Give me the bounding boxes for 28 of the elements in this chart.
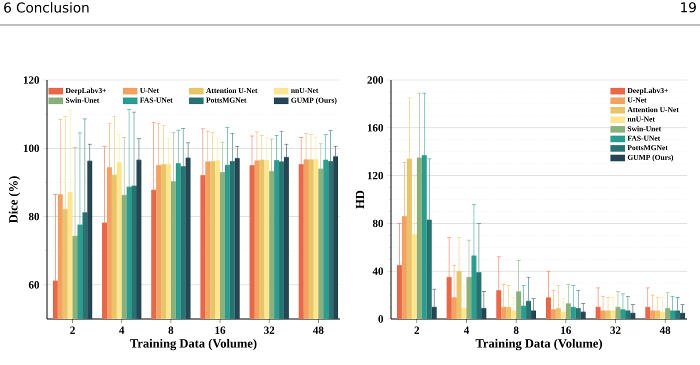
x-tick-label: 16: [215, 326, 226, 334]
x-tick-label: 48: [660, 326, 670, 334]
x-tick-label: 48: [313, 326, 324, 334]
y-axis-title: Dice (%): [8, 176, 20, 224]
x-tick-label: 16: [561, 326, 571, 334]
x-tick-label: 4: [464, 326, 470, 334]
y-axis-title: HD: [356, 190, 364, 209]
x-tick-label: 8: [514, 326, 519, 334]
text: 6 Conclusion: [4, 2, 89, 13]
y-tick-label: 40: [372, 267, 384, 275]
x-tick-label: 8: [168, 326, 174, 334]
x-tick-label: 32: [610, 326, 621, 334]
x-axis-title: Training Data (Volume): [130, 338, 256, 350]
y-tick-label: 100: [24, 144, 40, 152]
text: 19: [681, 2, 696, 12]
x-tick-label: 2: [70, 326, 75, 334]
x-axis-title: Training Data (Volume): [476, 338, 602, 350]
y-tick-label: 60: [28, 281, 40, 289]
y-tick-label: 120: [24, 76, 40, 84]
y-tick-label: 200: [367, 76, 384, 84]
x-tick-label: 4: [119, 326, 124, 334]
y-tick-label: 80: [372, 220, 384, 228]
y-tick-label: 80: [28, 212, 40, 220]
y-tick-label: 120: [368, 172, 384, 180]
y-tick-label: 0: [378, 315, 384, 323]
y-tick-label: 160: [368, 124, 384, 132]
x-tick-label: 32: [264, 326, 274, 334]
x-tick-label: 2: [414, 326, 420, 334]
